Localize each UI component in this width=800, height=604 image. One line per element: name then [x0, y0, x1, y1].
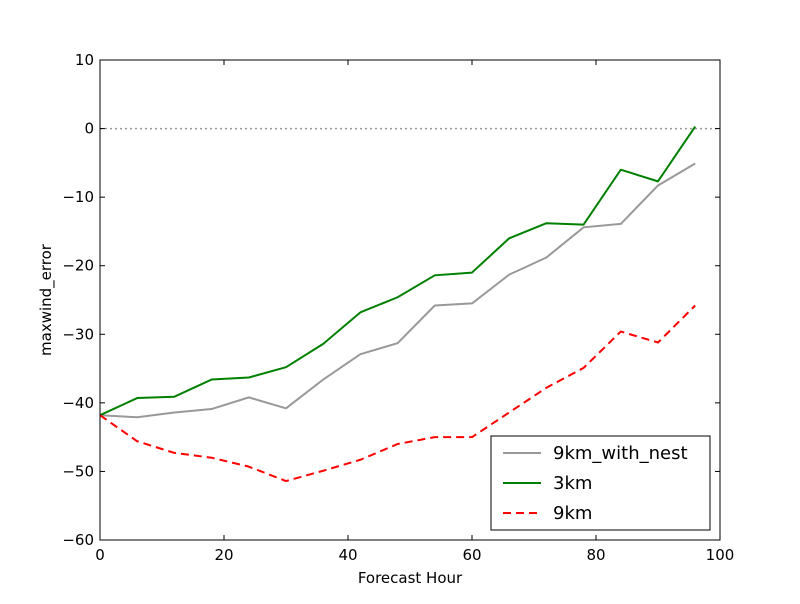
x-tick-label: 100 — [706, 546, 735, 564]
y-tick-label: −50 — [62, 462, 94, 480]
x-tick-label: 0 — [95, 546, 105, 564]
series-layer — [99, 125, 697, 483]
x-tick-label: 20 — [214, 546, 233, 564]
ticks-layer: 0 20 40 60 80 100 −60 −50 −40 −30 −20 −10 0 10 — [62, 51, 734, 564]
y-tick-label: 0 — [84, 120, 94, 138]
x-tick-label: 60 — [462, 546, 481, 564]
y-tick-label: 10 — [75, 51, 94, 69]
y-axis-label: maxwind_error — [37, 243, 56, 356]
x-axis-label: Forecast Hour — [358, 569, 463, 587]
series-line-3km — [99, 125, 697, 417]
y-tick-label: −30 — [62, 325, 94, 343]
x-tick-label: 40 — [338, 546, 357, 564]
legend-label-9km-with-nest: 9km_with_nest — [553, 443, 688, 464]
plot-frame — [99, 59, 721, 541]
legend: 9km_with_nest 3km 9km — [490, 435, 711, 531]
y-tick-label: −60 — [62, 531, 94, 549]
y-tick-label: −40 — [62, 394, 94, 412]
x-tick-label: 80 — [586, 546, 605, 564]
legend-label-9km: 9km — [553, 503, 592, 524]
series-line-9km-with-nest — [99, 162, 696, 419]
legend-label-3km: 3km — [553, 473, 592, 494]
series-line-9km — [99, 304, 696, 483]
y-tick-label: −20 — [62, 257, 94, 275]
y-tick-label: −10 — [62, 188, 94, 206]
